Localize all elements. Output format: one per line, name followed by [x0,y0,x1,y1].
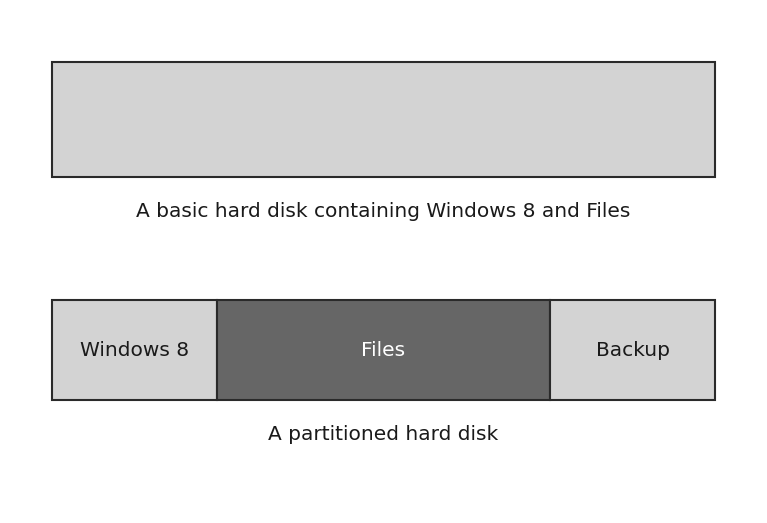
Text: Windows 8: Windows 8 [80,340,189,359]
Bar [550,300,715,400]
Text: Backup: Backup [595,340,670,359]
Text: Files: Files [361,340,406,359]
Bar [217,300,550,400]
Bar [52,62,715,177]
Text: A basic hard disk containing Windows 8 and Files: A basic hard disk containing Windows 8 a… [136,202,630,221]
Text: A partitioned hard disk: A partitioned hard disk [268,425,498,444]
Bar [52,300,217,400]
